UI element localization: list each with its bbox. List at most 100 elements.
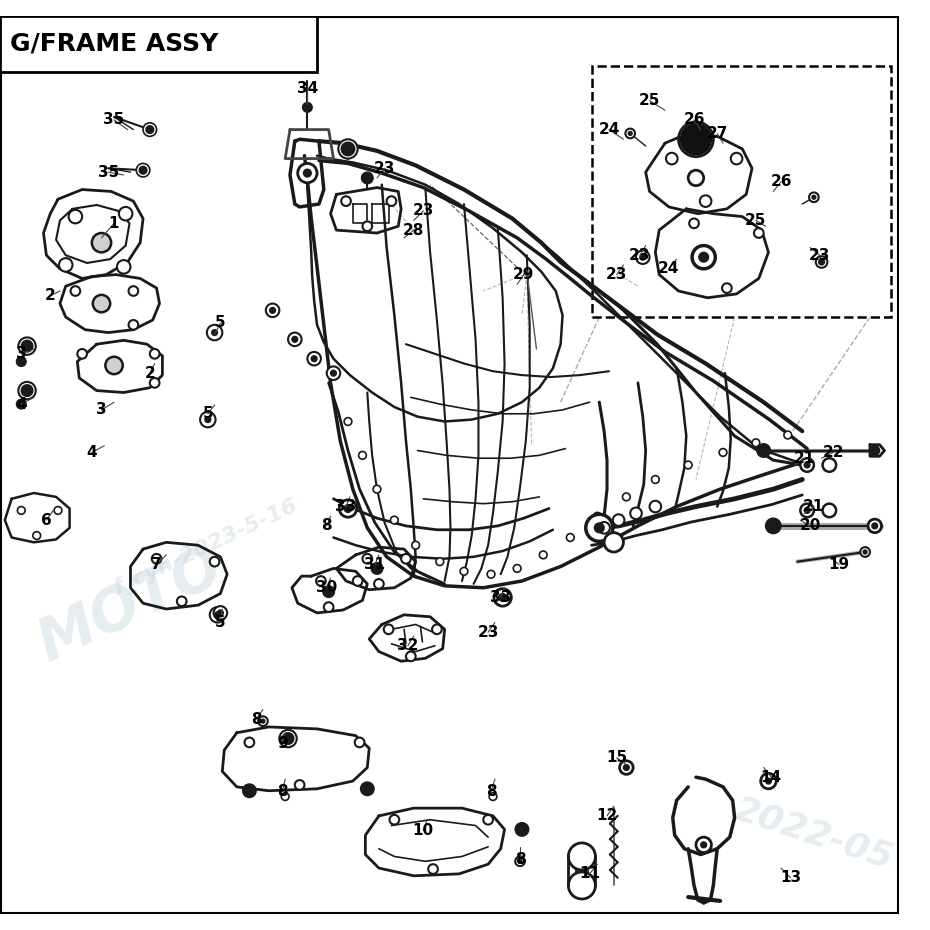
Circle shape (93, 295, 110, 312)
Circle shape (666, 153, 678, 165)
Circle shape (391, 516, 398, 524)
Text: 24: 24 (658, 261, 680, 276)
Text: 30: 30 (316, 580, 338, 595)
Circle shape (868, 519, 882, 533)
Text: 21: 21 (804, 499, 825, 514)
Circle shape (143, 123, 156, 137)
Circle shape (339, 140, 358, 159)
Text: 23: 23 (477, 625, 498, 640)
Circle shape (401, 554, 411, 564)
Text: 9: 9 (277, 736, 287, 751)
Text: 3: 3 (96, 403, 107, 418)
Circle shape (279, 730, 297, 747)
Circle shape (354, 737, 365, 747)
Circle shape (860, 547, 870, 557)
Circle shape (54, 507, 62, 514)
Circle shape (871, 523, 878, 529)
Circle shape (757, 444, 770, 458)
Circle shape (341, 196, 351, 206)
Circle shape (316, 577, 326, 586)
Circle shape (210, 557, 219, 566)
Circle shape (362, 172, 373, 184)
Circle shape (323, 586, 335, 597)
Circle shape (719, 448, 727, 457)
Circle shape (245, 737, 254, 747)
Circle shape (822, 458, 836, 472)
Text: 19: 19 (829, 557, 850, 572)
Circle shape (484, 815, 493, 825)
Circle shape (604, 533, 623, 552)
Circle shape (649, 500, 661, 512)
Circle shape (636, 250, 649, 264)
Circle shape (59, 259, 73, 272)
Circle shape (699, 195, 711, 206)
Circle shape (371, 563, 383, 574)
Text: 2: 2 (144, 365, 155, 380)
Circle shape (822, 504, 836, 517)
Circle shape (390, 815, 399, 825)
Circle shape (215, 612, 220, 618)
Circle shape (722, 284, 732, 293)
Circle shape (518, 859, 522, 863)
Circle shape (344, 418, 352, 425)
Bar (591, 66, 891, 317)
Circle shape (266, 303, 279, 317)
Circle shape (363, 221, 372, 231)
Text: 10: 10 (413, 823, 434, 838)
Circle shape (684, 461, 692, 469)
Circle shape (652, 475, 659, 484)
Text: 2022-05: 2022-05 (730, 791, 898, 875)
Circle shape (308, 352, 321, 365)
Text: 23: 23 (630, 247, 651, 263)
Circle shape (812, 195, 816, 199)
Text: 33: 33 (336, 499, 357, 514)
Text: 25: 25 (745, 213, 766, 228)
Text: 8: 8 (251, 711, 261, 726)
Text: 24: 24 (598, 122, 619, 137)
Text: 3: 3 (16, 346, 27, 362)
Circle shape (436, 558, 444, 565)
Circle shape (303, 169, 312, 177)
Circle shape (374, 579, 384, 589)
Circle shape (261, 719, 265, 724)
Circle shape (17, 357, 26, 366)
Circle shape (218, 610, 223, 616)
Text: 26: 26 (770, 174, 791, 190)
Circle shape (623, 764, 630, 770)
Circle shape (105, 357, 123, 374)
Text: 23: 23 (374, 161, 395, 176)
Text: 26: 26 (684, 113, 705, 127)
Text: 32: 32 (397, 638, 419, 653)
Circle shape (487, 570, 495, 578)
Text: 27: 27 (707, 126, 728, 141)
Circle shape (17, 399, 26, 409)
Text: 33: 33 (490, 590, 512, 604)
Circle shape (281, 792, 289, 801)
Circle shape (622, 493, 631, 500)
Circle shape (613, 514, 624, 525)
Circle shape (539, 551, 547, 559)
Circle shape (352, 577, 363, 586)
Text: 5: 5 (215, 315, 226, 330)
Circle shape (598, 522, 610, 534)
Text: 4: 4 (16, 396, 27, 412)
Circle shape (210, 607, 225, 622)
Circle shape (809, 193, 818, 202)
Circle shape (214, 606, 227, 619)
Circle shape (412, 541, 419, 549)
Circle shape (243, 784, 256, 798)
Circle shape (298, 164, 317, 183)
Circle shape (679, 122, 713, 156)
Text: MOTO: MOTO (29, 538, 232, 673)
Circle shape (259, 716, 268, 726)
Circle shape (140, 166, 147, 174)
Circle shape (341, 142, 354, 155)
Text: 1: 1 (109, 216, 119, 231)
Text: 22: 22 (822, 445, 844, 460)
Text: 23: 23 (809, 247, 830, 263)
Circle shape (593, 512, 601, 520)
Text: 15: 15 (606, 751, 627, 765)
Circle shape (629, 131, 632, 136)
Circle shape (363, 554, 372, 564)
Text: 35: 35 (98, 165, 119, 179)
